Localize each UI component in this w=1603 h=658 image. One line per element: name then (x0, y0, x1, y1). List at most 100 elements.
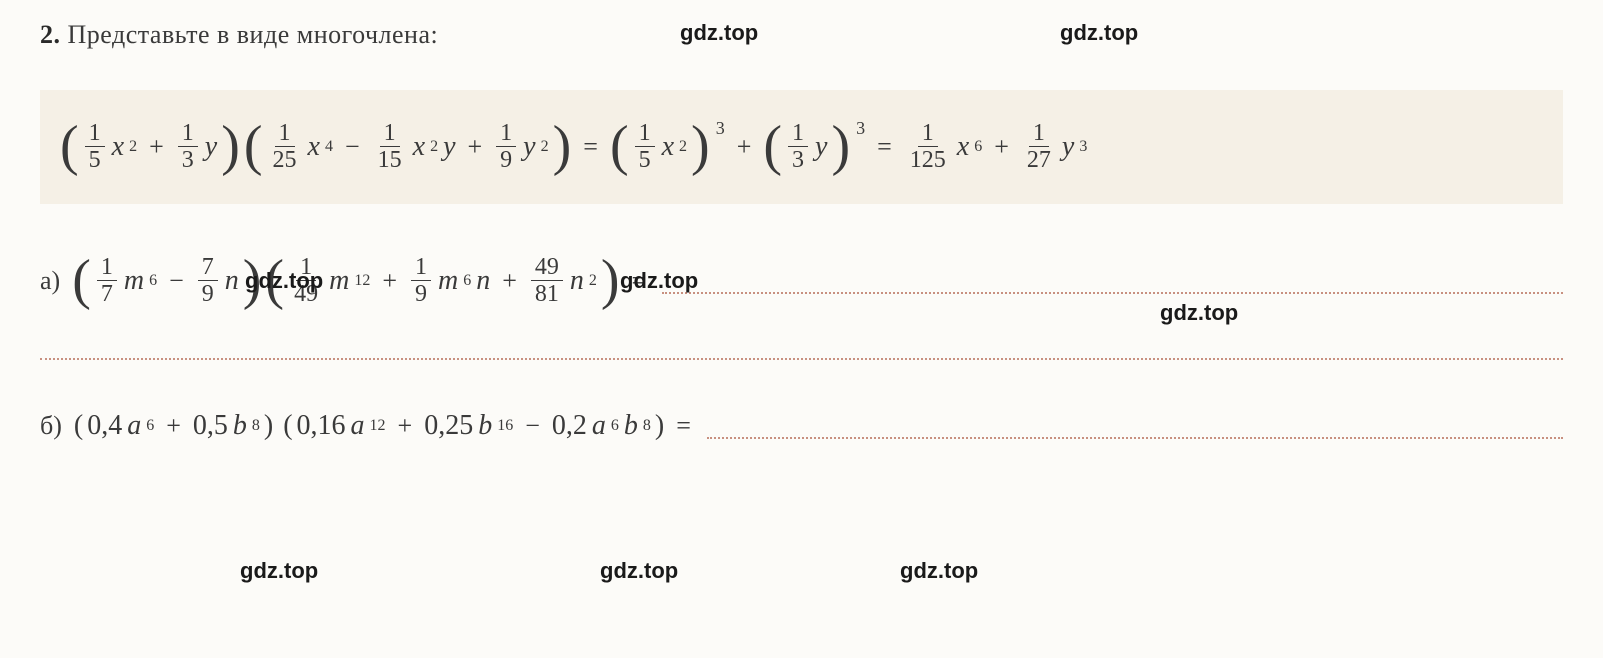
den: 3 (178, 147, 198, 173)
den: 9 (496, 147, 516, 173)
part-b-label: б) (40, 411, 62, 441)
num: 1 (275, 120, 295, 147)
watermark: gdz.top (245, 268, 323, 294)
var: m (329, 265, 349, 297)
den: 27 (1023, 147, 1055, 173)
watermark: gdz.top (900, 558, 978, 584)
watermark: gdz.top (1060, 20, 1138, 46)
paren: ( (60, 124, 79, 169)
answer-line-b (707, 437, 1563, 439)
coef: 0,5 (193, 410, 228, 442)
exp: 8 (252, 417, 260, 435)
var: y (815, 131, 827, 163)
num: 1 (380, 120, 400, 147)
paren: ) (655, 410, 664, 442)
op: + (502, 266, 517, 296)
part-a-label: а) (40, 266, 60, 296)
var: a (127, 410, 141, 442)
var: m (438, 265, 458, 297)
op: + (468, 132, 483, 162)
den: 3 (788, 147, 808, 173)
var: m (124, 265, 144, 297)
answer-line-a1 (662, 292, 1563, 294)
example-math: ( 15 x2 + 13 y ) ( 125 x4 − 115 x2 y + 1… (60, 120, 1087, 174)
var: y (1062, 131, 1074, 163)
den: 5 (85, 147, 105, 173)
var: a (592, 410, 606, 442)
answer-line-a2 (40, 358, 1563, 360)
paren: ( (763, 124, 782, 169)
op: = (583, 132, 598, 162)
den: 125 (906, 147, 950, 173)
exp: 4 (325, 138, 333, 156)
coef: 0,25 (424, 410, 473, 442)
exp: 6 (146, 417, 154, 435)
den: 9 (411, 281, 431, 307)
op: + (737, 132, 752, 162)
exp: 2 (589, 272, 597, 290)
den: 81 (531, 281, 563, 307)
outer-exp: 3 (716, 118, 725, 139)
problem-number: 2. (40, 20, 61, 49)
num: 1 (411, 254, 431, 281)
outer-exp: 3 (856, 118, 865, 139)
exp: 12 (354, 272, 370, 290)
den: 5 (635, 147, 655, 173)
op: − (169, 266, 184, 296)
paren: ( (74, 410, 83, 442)
var: x (413, 131, 425, 163)
example-box: ( 15 x2 + 13 y ) ( 125 x4 − 115 x2 y + 1… (40, 90, 1563, 204)
op: = (676, 411, 691, 441)
watermark: gdz.top (680, 20, 758, 46)
paren: ( (610, 124, 629, 169)
var: x (662, 131, 674, 163)
exp: 16 (497, 417, 513, 435)
paren: ( (283, 410, 292, 442)
den: 15 (374, 147, 406, 173)
num: 1 (635, 120, 655, 147)
num: 1 (97, 254, 117, 281)
exp: 3 (1079, 138, 1087, 156)
watermark: gdz.top (600, 558, 678, 584)
den: 9 (198, 281, 218, 307)
var: x (308, 131, 320, 163)
op: = (877, 132, 892, 162)
var: x (957, 131, 969, 163)
num: 49 (531, 254, 563, 281)
paren: ) (601, 258, 620, 303)
part-b-math: ( 0,4 a6 + 0,5 b8 ) ( 0,16 a12 + 0,25 b1… (74, 410, 699, 442)
den: 25 (269, 147, 301, 173)
exp: 6 (611, 417, 619, 435)
watermark: gdz.top (1160, 300, 1238, 326)
problem-text: Представьте в виде многочлена: (68, 20, 439, 49)
op: − (345, 132, 360, 162)
op: + (149, 132, 164, 162)
exp: 2 (129, 138, 137, 156)
exp: 6 (149, 272, 157, 290)
num: 1 (178, 120, 198, 147)
var: n (476, 265, 490, 297)
coef: 0,4 (87, 410, 122, 442)
num: 1 (788, 120, 808, 147)
paren: ) (691, 124, 710, 169)
var: y (205, 131, 217, 163)
exp: 6 (974, 138, 982, 156)
var: a (351, 410, 365, 442)
paren: ) (264, 410, 273, 442)
exp: 6 (463, 272, 471, 290)
paren: ( (72, 258, 91, 303)
num: 1 (496, 120, 516, 147)
paren: ) (221, 124, 240, 169)
var: y (523, 131, 535, 163)
paren: ( (244, 124, 263, 169)
num: 1 (918, 120, 938, 147)
coef: 0,16 (297, 410, 346, 442)
num: 1 (85, 120, 105, 147)
watermark: gdz.top (240, 558, 318, 584)
var: b (478, 410, 492, 442)
exp: 2 (679, 138, 687, 156)
num: 7 (198, 254, 218, 281)
op: − (525, 411, 540, 441)
exp: 12 (370, 417, 386, 435)
problem-header: 2. Представьте в виде многочлена: (40, 20, 1563, 50)
